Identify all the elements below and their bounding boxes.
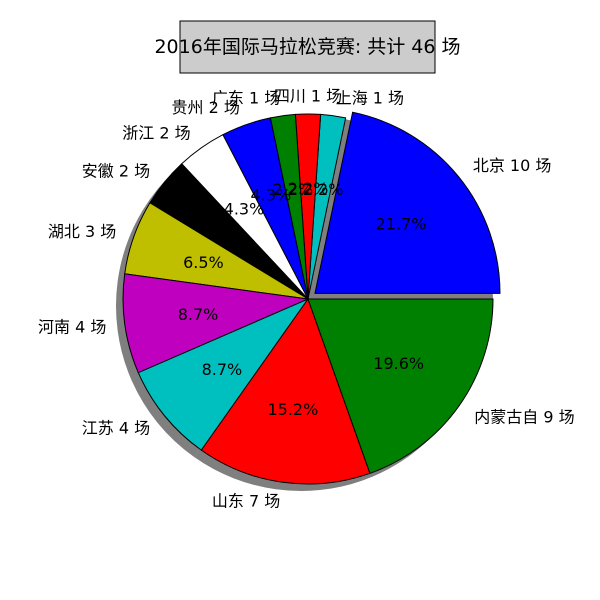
pie-slice <box>137 297 310 451</box>
slice-label: 北京 10 场 <box>473 156 552 175</box>
slice-label: 江苏 4 场 <box>82 418 150 437</box>
percent-labels: 21.7%2.2%2.2%2.2%4.3%4.3%4.3%6.5%8.7%8.7… <box>178 179 427 419</box>
slice-label: 河南 4 场 <box>38 318 106 337</box>
percent-label: 8.7% <box>202 360 243 379</box>
slice-label: 浙江 2 场 <box>122 124 190 143</box>
slice-labels: 北京 10 场 上海 1 场四川 1 场广东 1 场贵州 2 场浙江 2 场安徽 … <box>38 87 575 511</box>
percent-label: 19.6% <box>373 354 424 373</box>
slice-label: 贵州 2 场 <box>171 98 239 117</box>
percent-label: 4.3% <box>202 220 243 239</box>
slice-layer <box>122 111 501 485</box>
pie-slice <box>122 273 310 374</box>
percent-label: 2.2% <box>303 180 344 199</box>
percent-label: 6.5% <box>183 253 224 272</box>
slice-label: 四川 1 场 <box>274 87 342 106</box>
title-box <box>179 20 436 74</box>
percent-label: 15.2% <box>267 400 318 419</box>
slice-label: 内蒙古自 9 场 <box>474 407 574 426</box>
percent-label: 4.3% <box>224 199 265 218</box>
pie-slice <box>200 297 371 485</box>
slice-label: 广东 1 场 <box>212 88 280 107</box>
title-text: 2016年国际马拉松竞赛: 共计 46 场 <box>154 36 460 58</box>
slice-label: 山东 7 场 <box>212 492 280 511</box>
percent-label: 8.7% <box>178 305 219 324</box>
slice-label: 湖北 3 场 <box>48 222 116 241</box>
pie-slice <box>314 111 501 294</box>
slice-label: 上海 1 场 <box>336 88 404 107</box>
chart-title: 2016年国际马拉松竞赛: 共计 46 场 <box>154 20 461 74</box>
percent-label: 21.7% <box>376 214 427 233</box>
pie-slice <box>307 298 494 474</box>
percent-label: 4.3% <box>251 185 292 204</box>
percent-label: 2.2% <box>288 179 329 198</box>
percent-label: 2.2% <box>273 180 314 199</box>
slice-label: 安徽 2 场 <box>82 162 150 181</box>
